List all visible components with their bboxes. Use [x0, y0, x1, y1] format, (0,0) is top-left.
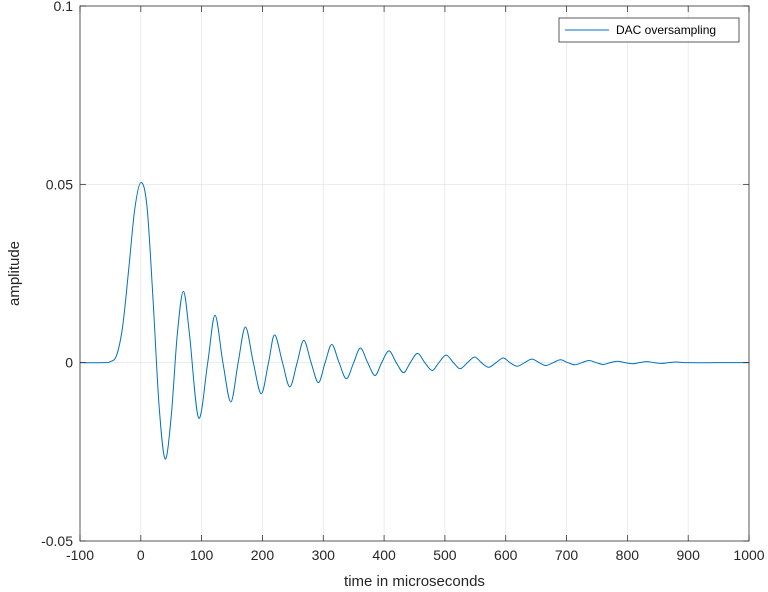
- series-line: [79, 182, 749, 460]
- x-tick-label: -100: [66, 547, 94, 563]
- plot-area: [80, 6, 749, 541]
- x-tick-label: 200: [251, 547, 275, 563]
- series-layer: [79, 182, 749, 460]
- x-axis-label: time in microseconds: [344, 573, 485, 590]
- x-tick-label: 0: [137, 547, 145, 563]
- x-tick-label: 300: [312, 547, 336, 563]
- y-tick-label: 0.1: [54, 0, 74, 14]
- y-tick-label: 0.05: [46, 176, 73, 192]
- x-tick-label: 500: [433, 547, 457, 563]
- axes-box: [79, 5, 750, 542]
- x-tick-label: 400: [372, 547, 396, 563]
- x-tick-label: 700: [555, 547, 579, 563]
- y-tick-label: -0.05: [41, 533, 73, 549]
- grid-lines: [79, 5, 750, 542]
- legend-entry: DAC oversampling: [616, 23, 716, 37]
- x-tick-label: 1000: [733, 547, 764, 563]
- y-axis-label: amplitude: [6, 241, 23, 306]
- tick-marks: [79, 5, 750, 542]
- y-tick-label: 0: [65, 355, 73, 371]
- x-tick-label: 800: [616, 547, 640, 563]
- x-tick-label: 900: [677, 547, 701, 563]
- legend: DAC oversampling: [558, 17, 740, 43]
- x-tick-label: 100: [190, 547, 214, 563]
- x-tick-label: 600: [494, 547, 518, 563]
- tick-labels: -100 0 100 200 300 400 500 600 700 800 900 1000 -0.0…: [41, 0, 765, 563]
